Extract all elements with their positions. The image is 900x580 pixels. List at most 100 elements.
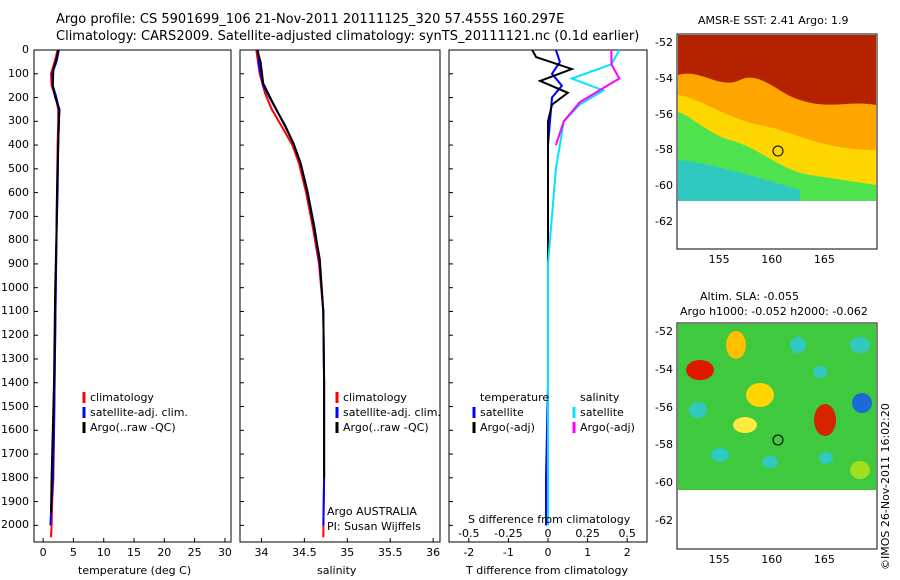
x-tick-label: 20 xyxy=(157,546,172,559)
x2-tick-label: 0 xyxy=(544,527,552,540)
lat-tick-label: -54 xyxy=(655,363,673,377)
x-tick-label: 2 xyxy=(623,546,631,559)
depth-tick-label: 1200 xyxy=(1,328,29,342)
lat-tick-label: -58 xyxy=(655,143,673,157)
depth-tick-label: 1400 xyxy=(1,375,29,389)
lat-tick-label: -54 xyxy=(655,71,673,85)
x-tick-label: 36 xyxy=(426,546,441,559)
depth-tick-label: 1800 xyxy=(1,470,29,484)
legend-entry: Argo(..raw -QC) xyxy=(90,421,176,434)
legend-entry: Argo(-adj) xyxy=(480,421,535,434)
sla-map-title-1: Altim. SLA: -0.055 xyxy=(700,290,800,303)
salinity-xlabel: salinity xyxy=(317,564,357,577)
temperature-panel-frame xyxy=(33,49,232,543)
lon-tick-label: 155 xyxy=(708,553,730,566)
lat-tick-label: -52 xyxy=(655,325,673,339)
legend-entry: satellite-adj. clim. xyxy=(343,406,441,419)
x2-tick-label: 0.25 xyxy=(575,527,600,540)
legend-group-title: temperature xyxy=(480,391,550,404)
sla-argo-marker xyxy=(772,434,784,446)
depth-tick-label: 200 xyxy=(8,90,29,104)
lat-tick-label: -56 xyxy=(655,400,673,414)
depth-tick-label: 300 xyxy=(8,114,29,128)
sst-argo-marker xyxy=(772,145,784,157)
difference-xlabel: T difference from climatology xyxy=(466,564,628,577)
lat-tick-label: -56 xyxy=(655,107,673,121)
profile-title: Argo profile: CS 5901699_106 21-Nov-2011… xyxy=(56,12,565,27)
depth-tick-label: 1500 xyxy=(1,399,29,413)
depth-tick-label: 100 xyxy=(8,66,29,80)
x-tick-label: 0 xyxy=(39,546,47,559)
difference-x2label: S difference from climatology xyxy=(468,513,631,526)
series-line-salinity-satellite xyxy=(547,49,621,526)
depth-tick-label: 1900 xyxy=(1,494,29,508)
sla-map xyxy=(676,322,878,550)
depth-tick-label: 1100 xyxy=(1,304,29,318)
climatology-title: Climatology: CARS2009. Satellite-adjuste… xyxy=(56,29,640,44)
sst-map-title: AMSR-E SST: 2.41 Argo: 1.9 xyxy=(698,14,849,27)
depth-tick-label: 0 xyxy=(22,43,29,56)
legend-entry: satellite-adj. clim. xyxy=(90,406,188,419)
depth-tick-label: 1700 xyxy=(1,447,29,461)
salinity-panel-frame xyxy=(239,49,441,543)
depth-tick-label: 700 xyxy=(8,209,29,223)
depth-tick-label: 800 xyxy=(8,233,29,247)
x2-tick-label: -0.5 xyxy=(458,527,480,540)
imos-timestamp: ©IMOS 26-Nov-2011 16:02:20 xyxy=(879,403,892,570)
series-line-argo-raw-qc- xyxy=(50,49,61,514)
x-tick-label: -1 xyxy=(502,546,514,559)
x-tick-label: 35.5 xyxy=(377,546,403,559)
depth-tick-label: 900 xyxy=(8,256,29,270)
series-line-salinity-argo-adj- xyxy=(554,50,621,146)
depth-tick-label: 2000 xyxy=(1,518,29,532)
temperature-xlabel: temperature (deg C) xyxy=(78,564,192,577)
legend-entry: climatology xyxy=(90,391,154,404)
legend-group-title: salinity xyxy=(580,391,620,404)
depth-tick-label: 1000 xyxy=(1,280,29,294)
lat-tick-label: -58 xyxy=(655,438,673,452)
x-tick-label: 34 xyxy=(254,546,269,559)
lat-tick-label: -60 xyxy=(655,476,673,490)
lat-tick-label: -60 xyxy=(655,179,673,193)
depth-tick-label: 600 xyxy=(8,185,29,199)
pi-label: PI: Susan Wijffels xyxy=(327,520,421,533)
x-tick-label: 5 xyxy=(69,546,77,559)
lat-tick-label: -62 xyxy=(655,215,673,229)
argo-program-label: Argo AUSTRALIA xyxy=(327,505,417,518)
lat-tick-label: -52 xyxy=(655,35,673,49)
x-tick-label: -2 xyxy=(463,546,475,559)
x-tick-label: 34.5 xyxy=(292,546,317,559)
x-tick-label: 1 xyxy=(584,546,592,559)
depth-tick-label: 1300 xyxy=(1,351,29,365)
x-tick-label: 35 xyxy=(340,546,355,559)
sst-cyan-band xyxy=(678,160,800,201)
depth-tick-label: 1600 xyxy=(1,423,29,437)
sla-background xyxy=(678,324,876,490)
depth-tick-label: 500 xyxy=(8,161,29,175)
lon-tick-label: 165 xyxy=(813,253,835,266)
lon-tick-label: 155 xyxy=(708,253,730,266)
x-tick-label: 25 xyxy=(187,546,202,559)
lon-tick-label: 160 xyxy=(761,553,783,566)
sla-map-title-2: Argo h1000: -0.052 h2000: -0.062 xyxy=(680,305,868,318)
lon-tick-label: 160 xyxy=(761,253,783,266)
lat-tick-label: -62 xyxy=(655,513,673,527)
x2-tick-label: -0.25 xyxy=(494,527,523,540)
x-tick-label: 0 xyxy=(544,546,552,559)
series-line-satellite-adj-clim- xyxy=(257,49,326,526)
x2-tick-label: 0.5 xyxy=(618,527,636,540)
x-tick-label: 30 xyxy=(217,546,232,559)
legend-entry: Argo(-adj) xyxy=(580,421,635,434)
legend-entry: Argo(..raw -QC) xyxy=(343,421,429,434)
legend-entry: satellite xyxy=(480,406,524,419)
lon-tick-label: 165 xyxy=(813,553,835,566)
series-line-climatology xyxy=(255,49,326,538)
sst-map xyxy=(676,33,878,250)
series-line-argo-raw-qc- xyxy=(256,49,326,478)
x-tick-label: 10 xyxy=(96,546,111,559)
legend-entry: climatology xyxy=(343,391,407,404)
depth-tick-label: 400 xyxy=(8,138,29,152)
x-tick-label: 15 xyxy=(127,546,141,559)
legend-entry: satellite xyxy=(580,406,624,419)
